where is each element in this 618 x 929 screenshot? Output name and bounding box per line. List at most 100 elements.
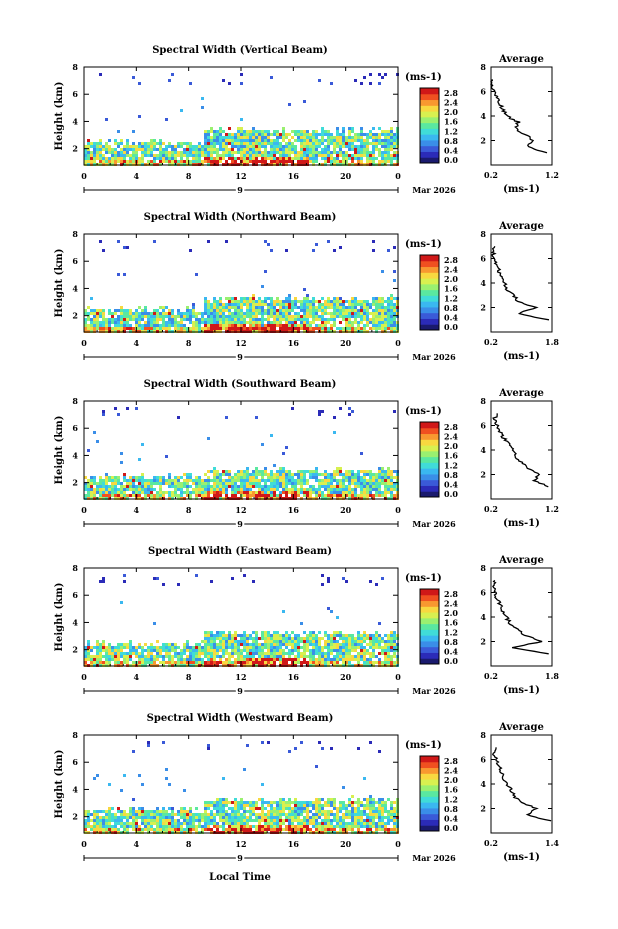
heatmap-cell — [273, 315, 276, 318]
heatmap-cell — [159, 327, 162, 330]
heatmap-cell — [84, 312, 87, 315]
heatmap-cell — [123, 813, 126, 816]
heatmap-cell — [285, 643, 288, 646]
heatmap-cell — [243, 312, 246, 315]
heatmap-cell — [264, 297, 267, 300]
heatmap-cell — [225, 148, 228, 151]
heatmap-cell — [327, 485, 330, 488]
heatmap-cell — [186, 154, 189, 157]
heatmap-cell — [129, 640, 132, 643]
heatmap-cell — [279, 318, 282, 321]
heatmap-cell — [375, 136, 378, 139]
heatmap-cell — [186, 157, 189, 160]
heatmap-cell — [147, 655, 150, 658]
heatmap-cell — [192, 324, 195, 327]
heatmap-cell — [369, 476, 372, 479]
heatmap-cell — [366, 473, 369, 476]
heatmap-cell — [144, 661, 147, 664]
heatmap-cell — [387, 130, 390, 133]
heatmap-cell — [225, 822, 228, 825]
heatmap-cell — [168, 819, 171, 822]
heatmap-cell — [114, 148, 117, 151]
heatmap-cell — [120, 646, 123, 649]
heatmap-cell — [387, 300, 390, 303]
heatmap-cell — [387, 482, 390, 485]
heatmap-cell — [132, 479, 135, 482]
heatmap-cell — [228, 324, 231, 327]
heatmap-cell — [186, 318, 189, 321]
heatmap-cell — [357, 312, 360, 315]
heatmap-cell — [273, 306, 276, 309]
heatmap-cell — [84, 658, 87, 661]
heatmap-cell — [153, 819, 156, 822]
heatmap-cell — [369, 494, 372, 497]
heatmap-cell — [351, 482, 354, 485]
heatmap-cell — [156, 810, 159, 813]
heatmap-cell — [249, 139, 252, 142]
heatmap-cell — [267, 243, 270, 246]
heatmap-cell — [339, 300, 342, 303]
heatmap-cell — [351, 470, 354, 473]
heatmap-cell — [90, 825, 93, 828]
heatmap-cell — [201, 327, 204, 330]
heatmap-cell — [213, 804, 216, 807]
heatmap-cell — [222, 485, 225, 488]
heatmap-cell — [261, 494, 264, 497]
heatmap-cell — [225, 154, 228, 157]
heatmap-cell — [276, 643, 279, 646]
heatmap-cell — [366, 160, 369, 163]
heatmap-cell — [99, 825, 102, 828]
heatmap-cell — [114, 655, 117, 658]
heatmap-cell — [285, 801, 288, 804]
heatmap-cell — [201, 658, 204, 661]
heatmap-cell — [99, 309, 102, 312]
heatmap-cell — [357, 139, 360, 142]
heatmap-cell — [201, 813, 204, 816]
heatmap-cell — [387, 321, 390, 324]
heatmap-cell — [111, 312, 114, 315]
heatmap-cell — [93, 148, 96, 151]
heatmap-cell — [357, 637, 360, 640]
heatmap-cell — [381, 318, 384, 321]
heatmap-cell — [375, 634, 378, 637]
heatmap-cell — [294, 130, 297, 133]
heatmap-cell — [162, 646, 165, 649]
heatmap-cell — [84, 482, 87, 485]
heatmap-cell — [84, 649, 87, 652]
heatmap-cell — [120, 318, 123, 321]
heatmap-cell — [153, 655, 156, 658]
heatmap-cell — [381, 491, 384, 494]
heatmap-cell — [132, 476, 135, 479]
heatmap-cell — [258, 312, 261, 315]
heatmap-cell — [150, 494, 153, 497]
heatmap-cell — [339, 297, 342, 300]
heatmap-cell — [237, 819, 240, 822]
heatmap-cell — [303, 133, 306, 136]
heatmap-cell — [360, 470, 363, 473]
colorbar-tick-label: 0.8 — [444, 136, 458, 146]
heatmap-cell — [348, 133, 351, 136]
heatmap-cell — [288, 649, 291, 652]
heatmap-cell — [162, 813, 165, 816]
heatmap-cell — [312, 157, 315, 160]
heatmap-cell — [192, 828, 195, 831]
heatmap-cell — [189, 473, 192, 476]
heatmap-cell — [324, 318, 327, 321]
heatmap-cell — [120, 655, 123, 658]
heatmap-cell — [336, 485, 339, 488]
heatmap-cell — [228, 482, 231, 485]
heatmap-cell — [90, 309, 93, 312]
heatmap-cell — [291, 327, 294, 330]
heatmap-cell — [315, 658, 318, 661]
heatmap-cell — [240, 655, 243, 658]
heatmap-cell — [174, 154, 177, 157]
heatmap-cell — [390, 655, 393, 658]
heatmap-cell — [219, 303, 222, 306]
heatmap-cell — [171, 324, 174, 327]
heatmap-cell — [231, 148, 234, 151]
heatmap-cell — [387, 491, 390, 494]
heatmap-cell — [213, 142, 216, 145]
heatmap-cell — [189, 819, 192, 822]
heatmap-cell — [375, 485, 378, 488]
